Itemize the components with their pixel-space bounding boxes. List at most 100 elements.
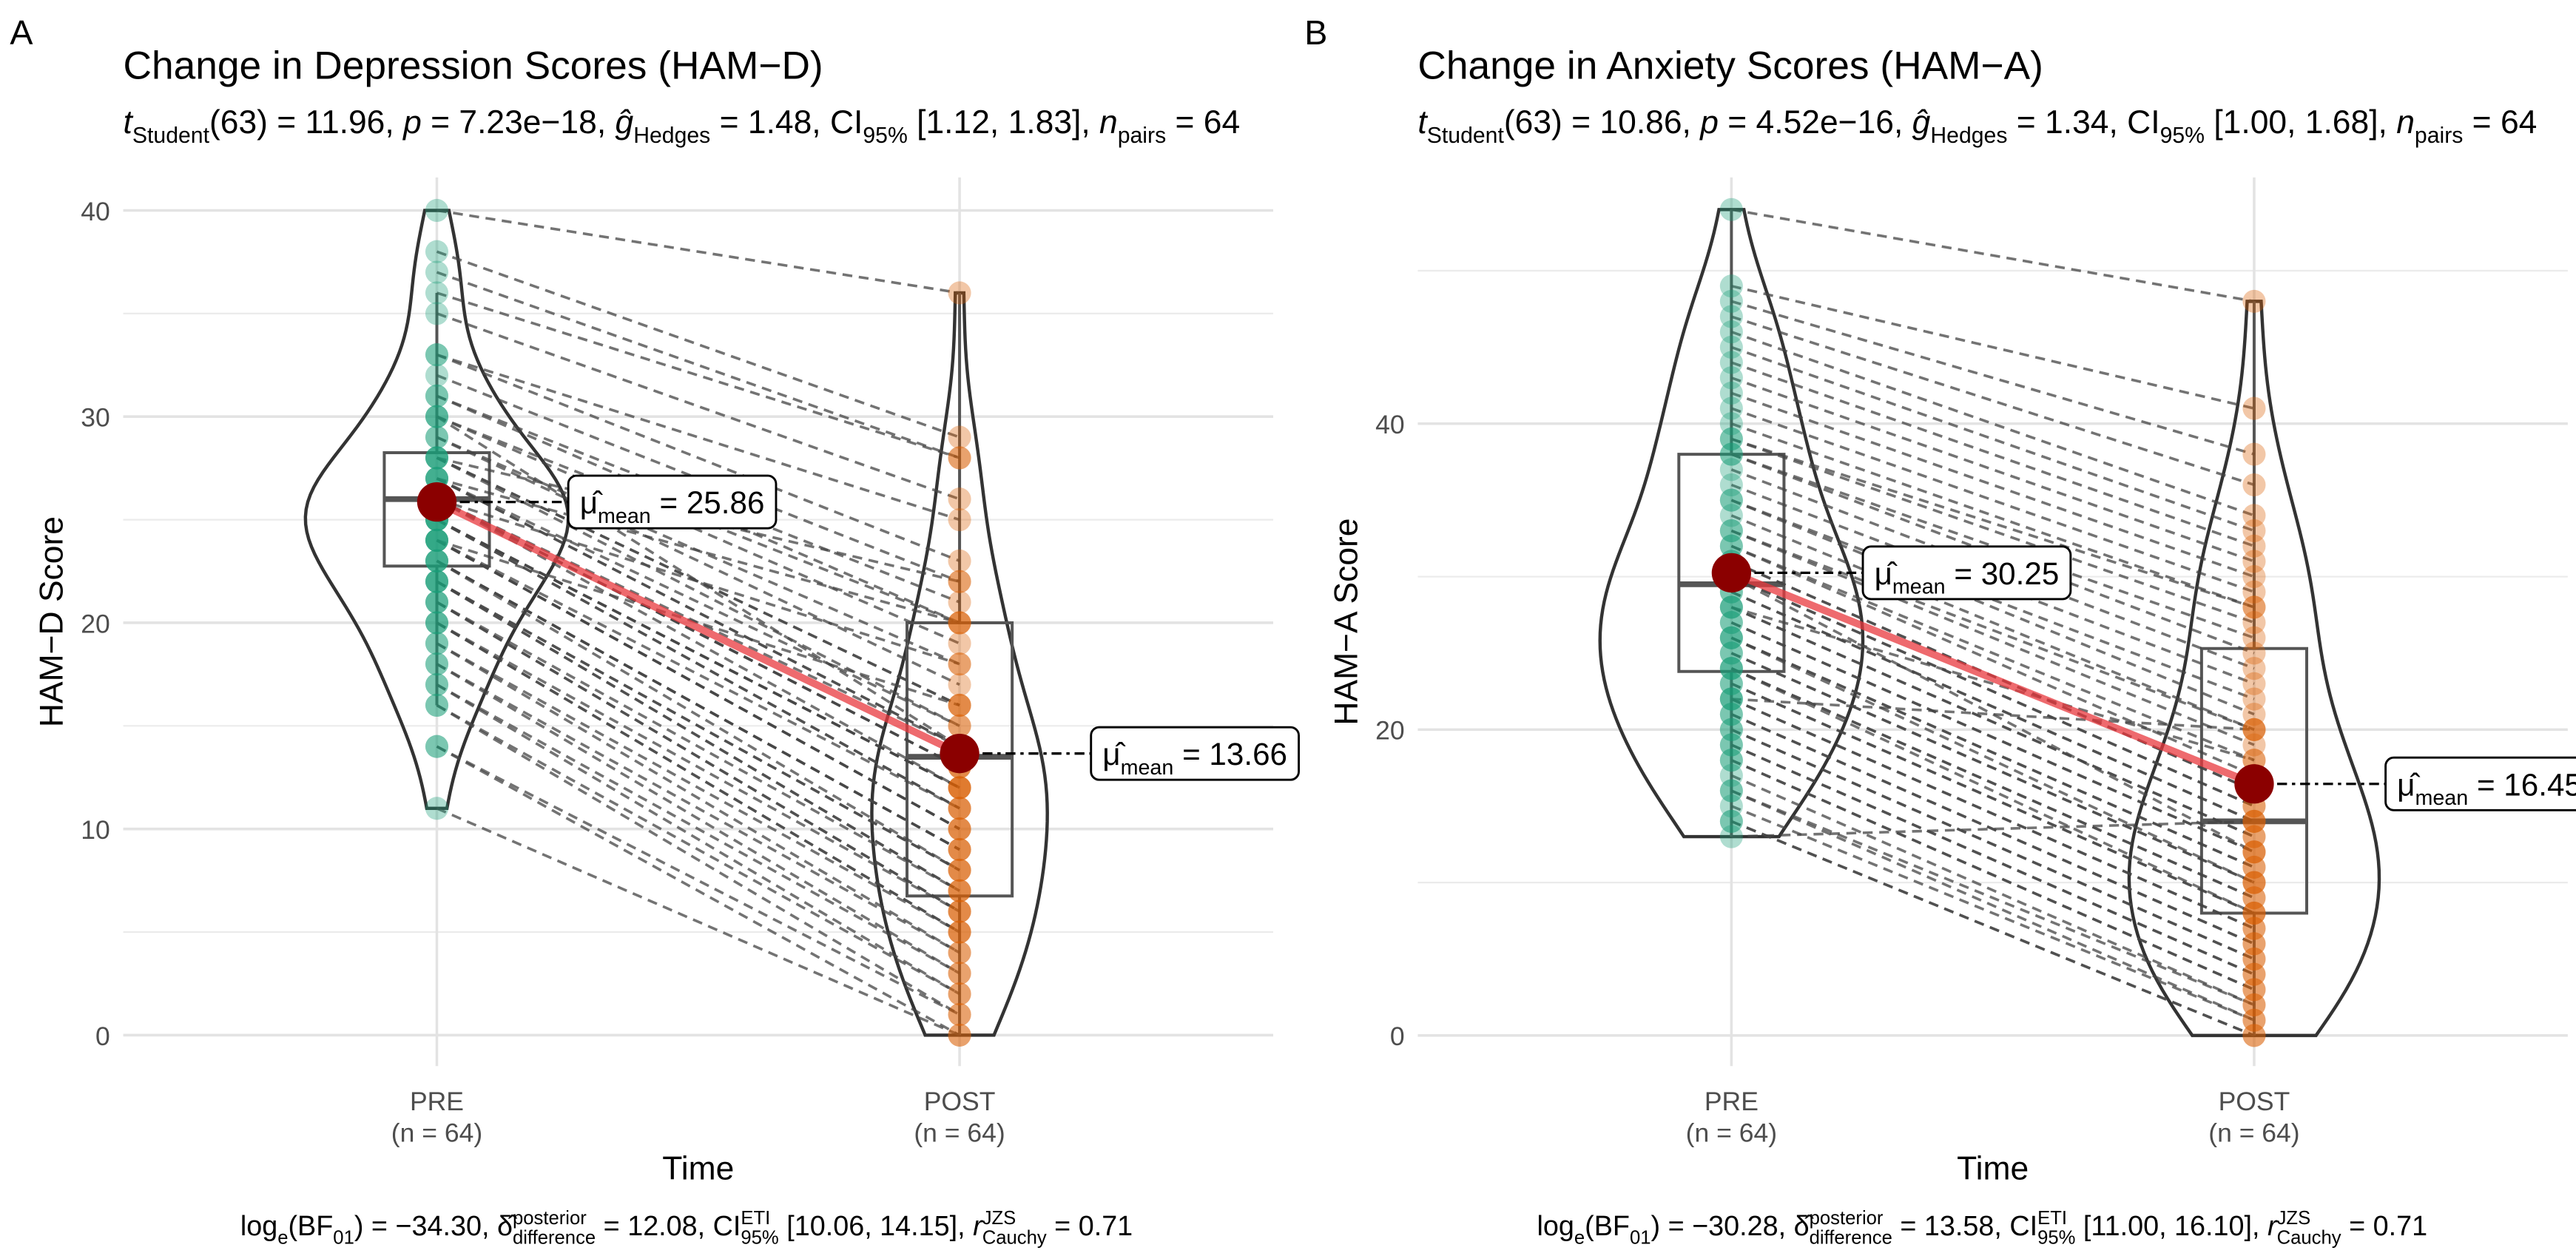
point (2242, 672, 2266, 695)
point (948, 776, 971, 800)
pair-line (1730, 407, 2255, 593)
text-part: 95% (741, 1227, 778, 1248)
text-part: mean (1892, 575, 1946, 599)
pair-line (436, 559, 960, 851)
point (2242, 718, 2266, 741)
text-part: Student (1427, 124, 1505, 148)
pair-line (1730, 437, 2255, 624)
point (2242, 840, 2266, 864)
point (948, 776, 971, 800)
point (1719, 534, 1743, 558)
point (2242, 916, 2266, 940)
pair-line (436, 580, 960, 872)
point (425, 652, 449, 676)
point (425, 590, 449, 614)
point (2242, 932, 2266, 956)
point (1719, 197, 1743, 221)
point (1719, 305, 1743, 328)
text-part: 01 (1630, 1227, 1651, 1248)
point (1719, 320, 1743, 344)
point (2242, 442, 2266, 466)
text-part: JZS (2277, 1208, 2311, 1229)
point (2242, 993, 2266, 1017)
point (2242, 840, 2266, 864)
point (2242, 473, 2266, 497)
pair-line (1730, 774, 2255, 1007)
point (1719, 687, 1743, 711)
chart-caption: loge(BF01) = −30.28, δ̂posterior differen… (1537, 1208, 2428, 1248)
pair-line (1730, 300, 2255, 456)
text-part: ETI (741, 1208, 770, 1229)
point (425, 260, 449, 284)
text-part: = 64 (1166, 104, 1240, 141)
point (948, 1003, 971, 1027)
pair-line (1730, 361, 2255, 547)
pair-line (1730, 331, 2255, 517)
point (1719, 442, 1743, 466)
text-part: p (402, 104, 422, 141)
point (1719, 289, 1743, 313)
text-part: mean (598, 504, 651, 528)
point (425, 425, 449, 449)
text-part: = 0.71 (2341, 1210, 2428, 1241)
x-tick-label: PRE (n = 64) (1686, 1087, 1777, 1147)
point (425, 549, 449, 573)
mean-point (2234, 764, 2274, 804)
pair-line (436, 621, 960, 913)
point (2242, 580, 2266, 604)
point (2242, 504, 2266, 527)
point (948, 693, 971, 717)
point (948, 487, 971, 511)
point (1719, 611, 1743, 635)
text-part: r (973, 1210, 983, 1241)
point (425, 302, 449, 325)
text-part: (63) = 10.86, (1504, 104, 1700, 141)
point (425, 549, 449, 573)
point (425, 632, 449, 655)
text-part: difference (513, 1227, 596, 1248)
point (425, 673, 449, 697)
point (1719, 427, 1743, 451)
mean-point (940, 734, 980, 774)
point (1719, 504, 1743, 527)
point (948, 446, 971, 470)
box (382, 450, 491, 568)
pair-line (1730, 422, 2255, 609)
text-part: = 7.23e−18, (422, 104, 616, 141)
point (425, 281, 449, 305)
point (425, 611, 449, 635)
y-tick-label: 30 (81, 403, 110, 433)
text-part: difference (1810, 1227, 1892, 1248)
point (1719, 626, 1743, 649)
text-part: ) = −30.28, (1651, 1210, 1794, 1241)
point (425, 384, 449, 408)
point (2242, 962, 2266, 986)
x-tick-label: PRE (n = 64) (391, 1087, 482, 1147)
point (1719, 733, 1743, 757)
point (2242, 855, 2266, 879)
pair-line (436, 519, 960, 810)
point (425, 384, 449, 408)
point (948, 797, 971, 820)
pair-line (436, 621, 960, 933)
text-part: t (124, 104, 134, 141)
point (2242, 871, 2266, 894)
text-part: [10.06, 14.15], (779, 1210, 973, 1241)
point (1719, 779, 1743, 803)
text-part: [1.00, 1.68], (2205, 104, 2396, 141)
point (2242, 657, 2266, 681)
point (948, 714, 971, 737)
point (948, 982, 971, 1006)
text-part: ETI (2037, 1208, 2067, 1229)
mean-point (417, 482, 457, 522)
point (425, 528, 449, 553)
point (2242, 565, 2266, 589)
point (1719, 473, 1743, 497)
pair-line (436, 745, 960, 1036)
pair-line (436, 663, 960, 954)
text-part: pairs (1118, 124, 1166, 148)
point (2242, 978, 2266, 1002)
mean-label-box (2384, 756, 2576, 811)
chart-title: Change in Anxiety Scores (HAM−A) (1417, 44, 2043, 88)
